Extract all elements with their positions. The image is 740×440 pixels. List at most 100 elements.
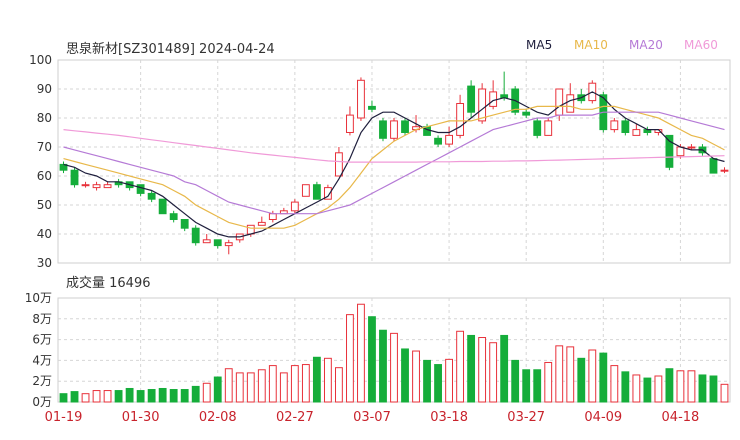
candle-up [257, 221, 266, 226]
candle-up [357, 79, 365, 119]
candle-down [147, 192, 156, 200]
candle-down [312, 184, 321, 200]
legend-ma10: MA10 [574, 38, 608, 52]
candle-up [246, 224, 255, 235]
legend-ma5: MA5 [526, 38, 553, 52]
volume-bar-up [610, 365, 619, 403]
price-tick-label: 80 [37, 111, 52, 125]
candle-up [335, 152, 343, 177]
candle-down [180, 219, 189, 229]
candle-up [445, 134, 453, 145]
date-label: 03-18 [430, 410, 468, 425]
volume-bar-down [423, 359, 431, 403]
candle-up [92, 184, 101, 189]
volume-bar-up [566, 346, 575, 403]
volume-bar-down [665, 368, 674, 403]
candle-up [346, 114, 354, 133]
candle-down [191, 227, 200, 244]
volume-bar-up [687, 370, 696, 403]
volume-bar-down [709, 375, 718, 403]
candle-down [136, 184, 145, 194]
candle-up [224, 242, 233, 247]
candle-up [489, 91, 498, 107]
volume-bar-down [643, 377, 652, 403]
volume-tick-label: 0万 [32, 395, 52, 409]
volume-bar-down [621, 371, 630, 403]
ma-line-ma20 [63, 111, 725, 215]
volume-bar-up [478, 337, 487, 403]
candle-down [522, 111, 531, 116]
candle-up [555, 88, 564, 116]
candle-up [687, 146, 696, 149]
volume-bar-up [257, 369, 266, 403]
candle-up [103, 184, 112, 189]
candle-down [158, 198, 167, 215]
volume-tick-label: 10万 [25, 291, 52, 305]
candle-up [720, 169, 729, 172]
volume-tick-label: 8万 [32, 312, 52, 326]
candle-up [202, 239, 211, 244]
ma-line-ma60 [63, 129, 725, 163]
volume-bar-up [202, 382, 211, 403]
volume-bar-down [114, 390, 123, 403]
volume-bar-up [335, 367, 343, 403]
volume-title: 成交量 16496 [66, 276, 151, 291]
volume-bar-up [654, 375, 663, 403]
candle-up [301, 184, 310, 197]
ma-line-ma10 [63, 105, 725, 229]
volume-tick-label: 4万 [32, 353, 52, 367]
candle-down [169, 213, 178, 220]
volume-bar-down [169, 389, 178, 403]
candle-up [390, 120, 398, 139]
volume-bar-down [599, 352, 608, 403]
candle-down [368, 105, 376, 110]
candle-up [323, 187, 332, 200]
candle-down [709, 158, 718, 174]
volume-bar-down [533, 369, 542, 403]
volume-bar-up [279, 372, 288, 403]
volume-bar-up [357, 303, 365, 403]
volume-bar-up [412, 350, 420, 403]
price-tick-label: 70 [37, 140, 52, 154]
price-tick-label: 100 [29, 53, 52, 67]
chart-title: 思泉新材[SZ301489] 2024-04-24 [66, 42, 275, 57]
volume-tick-label: 6万 [32, 333, 52, 347]
price-panel-frame [57, 59, 731, 264]
date-label: 02-08 [199, 410, 237, 425]
date-label: 04-09 [584, 410, 622, 425]
candle-up [676, 146, 685, 157]
volume-bar-down [379, 329, 387, 403]
volume-bar-up [555, 345, 564, 403]
volume-bar-up [489, 342, 498, 403]
candle-down [401, 120, 409, 134]
candle-up [544, 120, 553, 136]
price-tick-label: 90 [37, 82, 52, 96]
candle-down [533, 120, 542, 136]
volume-bar-down [434, 364, 442, 403]
volume-bar-down [577, 357, 586, 403]
price-tick-label: 40 [37, 227, 52, 241]
volume-bar-down [467, 334, 476, 403]
volume-bar-up [544, 361, 553, 403]
volume-bar-down [522, 369, 531, 403]
candle-down [434, 137, 442, 145]
candle-up [456, 103, 465, 136]
volume-bar-up [246, 372, 255, 403]
candle-up [290, 201, 299, 212]
volume-bar-up [632, 374, 641, 403]
volume-bar-up [720, 383, 729, 403]
volume-bar-up [290, 365, 299, 403]
volume-bar-down [180, 389, 189, 403]
volume-bar-down [698, 374, 707, 403]
volume-bar-up [81, 393, 90, 403]
candle-up [268, 213, 277, 220]
candle-down [467, 85, 476, 113]
volume-bar-down [511, 359, 520, 403]
volume-bar-up [323, 357, 332, 403]
volume-bar-up [588, 349, 597, 403]
volume-bar-down [147, 389, 156, 403]
candle-down [665, 134, 674, 168]
volume-bar-up [676, 370, 685, 403]
candle-up [632, 129, 641, 136]
